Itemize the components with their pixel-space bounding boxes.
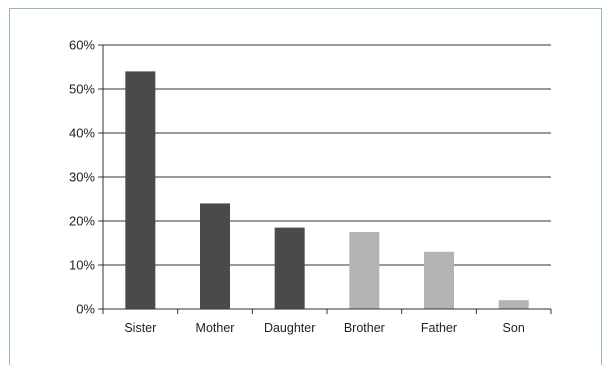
y-tick-labels: 0% 10% 20% 30% 40% 50% 60%: [69, 38, 95, 317]
y-tick-label: 30%: [69, 170, 95, 185]
bar-sister: [125, 71, 156, 310]
x-category-label: Brother: [344, 321, 385, 335]
x-category-labels: Sister Mother Daughter Brother Father Son: [124, 321, 524, 335]
axes: [98, 44, 552, 314]
x-category-label: Son: [503, 321, 525, 335]
y-tick-label: 0%: [76, 302, 95, 317]
y-tick-label: 60%: [69, 38, 95, 53]
y-tick-label: 20%: [69, 214, 95, 229]
bars: [125, 71, 529, 310]
gridlines: [103, 44, 551, 266]
y-tick-label: 10%: [69, 258, 95, 273]
bar-brother: [349, 232, 380, 309]
y-tick-label: 50%: [69, 82, 95, 97]
bar-father: [424, 251, 454, 309]
x-category-label: Daughter: [264, 321, 315, 335]
x-category-label: Father: [421, 321, 457, 335]
bar-daughter: [274, 227, 305, 309]
x-category-label: Sister: [124, 321, 156, 335]
bar-son: [498, 300, 529, 309]
chart-frame: [9, 8, 602, 365]
x-category-label: Mother: [196, 321, 235, 335]
bar-mother: [200, 203, 230, 309]
y-tick-label: 40%: [69, 126, 95, 141]
